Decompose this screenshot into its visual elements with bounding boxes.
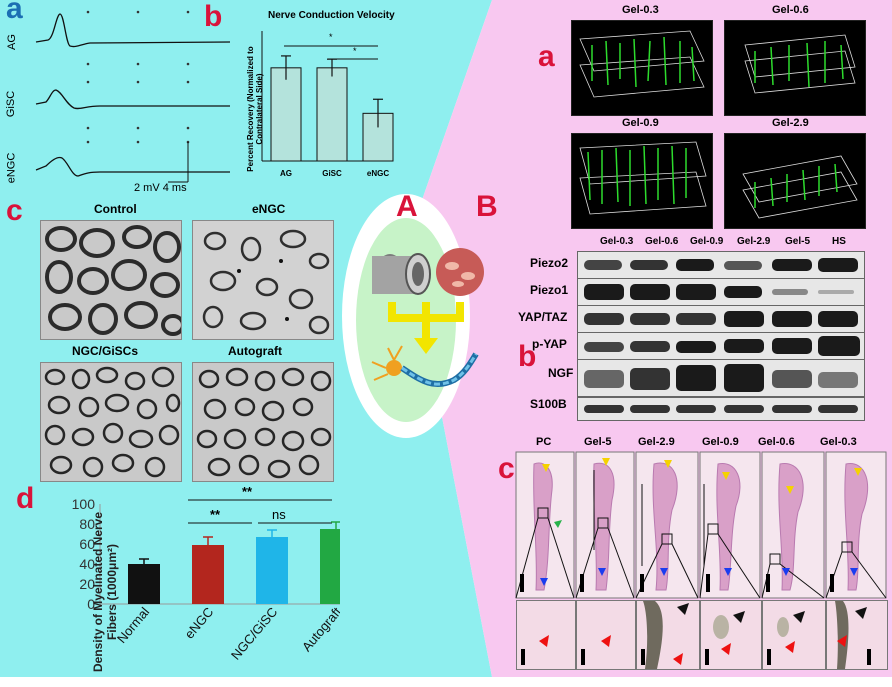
density-tick-2: NGC/GiSC	[228, 604, 280, 662]
blot-row-piezo2: Piezo2	[530, 256, 569, 270]
em-image-ngc-giscs	[40, 362, 182, 482]
trace-label-ag: AG	[5, 34, 18, 50]
conduit-icon	[372, 253, 431, 295]
he-label-gel-06: Gel-0.6	[758, 436, 795, 448]
he-label-gel-29: Gel-2.9	[638, 436, 675, 448]
density-tick-3: Autograft	[299, 604, 340, 654]
density-sig-3: ns	[272, 507, 286, 522]
blot-strip-piezo1	[577, 278, 865, 307]
density-tick-0: Normal	[114, 604, 152, 646]
em-label-autograft: Autograft	[228, 344, 282, 358]
density-chart: 0 20 40 60 80 100 Normal eNGC NGC/GiSC Autograft	[72, 496, 340, 663]
blot-row-s100b: S100B	[530, 397, 567, 411]
conduction-tick-1: GiSC	[322, 169, 342, 178]
em-image-control	[40, 220, 182, 340]
blot-col-gel-03: Gel-0.3	[600, 236, 634, 247]
he-longitudinal-sections	[515, 451, 887, 599]
confocal-image-gel-29	[724, 133, 866, 229]
blot-col-gel-09: Gel-0.9	[690, 236, 724, 247]
em-label-control: Control	[94, 202, 137, 216]
blot-col-hs: HS	[832, 236, 846, 247]
trace-label-engc: eNGC	[5, 152, 18, 184]
conduction-bar-0	[270, 67, 302, 162]
nerve-traces	[35, 10, 230, 183]
blot-col-gel-5: Gel-5	[785, 236, 811, 247]
confocal-label-gel-06: Gel-0.6	[772, 4, 809, 16]
he-zoom-gel-5	[576, 600, 636, 670]
he-label-pc: PC	[536, 436, 552, 448]
blot-row-yap-taz: YAP/TAZ	[518, 310, 568, 324]
panel-letter-c-right: c	[498, 452, 515, 485]
schematic-conduit-cells-neuron	[371, 248, 484, 388]
em-label-ngc-giscs: NGC/GiSCs	[72, 344, 139, 358]
panel-letter-c-left: c	[6, 194, 23, 227]
conduction-bar-1	[316, 67, 348, 162]
blot-strip-s100b	[577, 397, 865, 421]
em-label-engc: eNGC	[252, 202, 286, 216]
he-label-gel-03: Gel-0.3	[820, 436, 857, 448]
blot-strip-ngf	[577, 359, 865, 397]
blot-row-piezo1: Piezo1	[530, 283, 569, 297]
he-zoom-gel-29	[636, 600, 700, 670]
panel-letter-b-right: b	[518, 340, 537, 373]
panel-letter-d-left: d	[16, 482, 35, 515]
density-bar-0	[128, 564, 160, 604]
density-chart-ylabel: Density of Myelinated Nerve Fibers (1000…	[91, 511, 119, 673]
blot-col-gel-29: Gel-2.9	[737, 236, 771, 247]
panel-letter-b-left: b	[204, 0, 223, 33]
density-bar-2	[256, 537, 288, 604]
confocal-label-gel-03: Gel-0.3	[622, 4, 659, 16]
neuron-icon	[371, 345, 479, 388]
blot-col-gel-06: Gel-0.6	[645, 236, 679, 247]
confocal-label-gel-09: Gel-0.9	[622, 117, 659, 129]
confocal-image-gel-09	[571, 133, 713, 229]
confocal-image-gel-06	[724, 20, 866, 116]
he-zoom-gel-06	[762, 600, 826, 670]
panel-letter-a-right: a	[538, 40, 555, 73]
density-ytick-5: 100	[72, 496, 96, 512]
conduction-sig-1: *	[329, 32, 333, 42]
he-zoom-gel-09	[700, 600, 762, 670]
em-image-autograft	[192, 362, 334, 482]
blot-row-p-yap: p-YAP	[532, 337, 567, 351]
he-zoom-pc	[516, 600, 576, 670]
cell-cluster-icon	[436, 248, 484, 296]
density-ytick-0: 0	[87, 596, 95, 612]
blot-strip-p-yap	[577, 332, 865, 361]
confocal-label-gel-29: Gel-2.9	[772, 117, 809, 129]
density-sig-2: **	[210, 507, 221, 522]
center-letter-b: B	[476, 190, 498, 223]
conduction-bar-2	[362, 112, 394, 162]
conduction-tick-2: eNGC	[367, 169, 389, 178]
density-ytick-4: 80	[79, 516, 95, 532]
em-image-engc	[192, 220, 334, 340]
center-letter-a: A	[396, 190, 418, 223]
density-ytick-1: 20	[79, 576, 95, 592]
panel-letter-a-left: a	[6, 0, 23, 25]
trace-label-gisc: GiSC	[5, 90, 18, 118]
density-ytick-2: 40	[79, 556, 95, 572]
trace-scale-text: 2 mV 4 ms	[134, 182, 187, 194]
blot-strip-yap-taz	[577, 305, 865, 334]
confocal-image-gel-03	[571, 20, 713, 116]
blot-row-ngf: NGF	[548, 366, 574, 380]
he-zoom-gel-03	[826, 600, 888, 670]
conduction-chart-title: Nerve Conduction Velocity	[268, 10, 395, 21]
density-bar-1	[192, 545, 224, 604]
conduction-chart: AG GiSC eNGC	[261, 31, 394, 178]
density-bar-3	[320, 529, 340, 604]
blot-strip-piezo2	[577, 251, 865, 280]
density-tick-1: eNGC	[182, 604, 217, 641]
density-sig-1: **	[242, 484, 253, 499]
conduction-tick-0: AG	[280, 169, 292, 178]
he-label-gel-5: Gel-5	[584, 436, 612, 448]
he-label-gel-09: Gel-0.9	[702, 436, 739, 448]
conduction-sig-2: *	[353, 46, 357, 56]
density-ytick-3: 60	[79, 536, 95, 552]
